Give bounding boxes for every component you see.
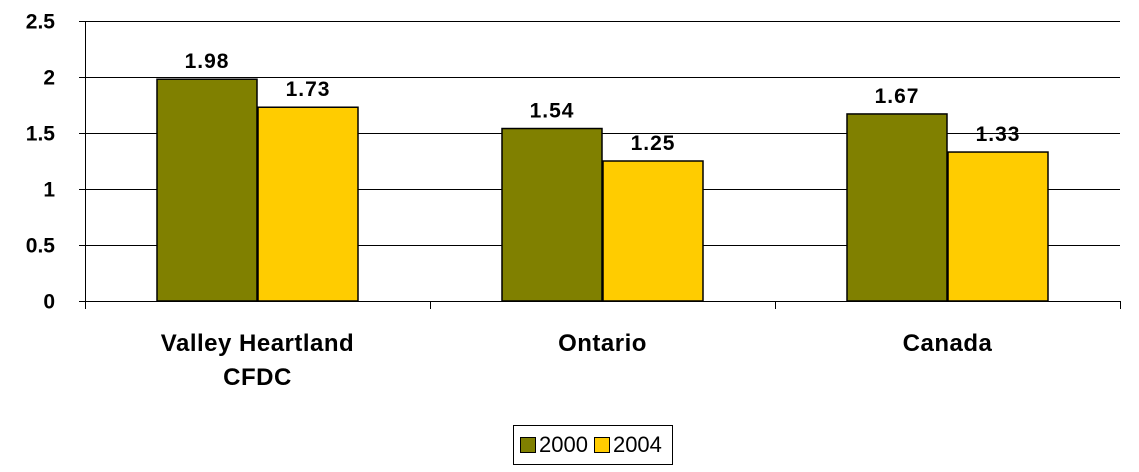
bar-series-1-1	[156, 78, 258, 302]
data-label-series-1-1: 1.98	[185, 50, 230, 73]
y-tick-label: 2.5	[26, 11, 56, 34]
legend-label-series-2: 2004	[612, 432, 662, 457]
y-tick-label: 0.5	[26, 235, 56, 258]
y-tick-label: 0	[43, 291, 55, 314]
legend-swatch-series-2	[593, 437, 610, 453]
category-label-1: Valley Heartland CFDC	[161, 330, 354, 391]
data-labels: 1.98 1.73 1.54 1.25 1.67 1.33	[185, 50, 1021, 155]
data-label-series-1-3: 1.67	[875, 85, 920, 108]
bar-series-1-2	[501, 127, 603, 302]
data-label-series-2-3: 1.33	[976, 123, 1021, 146]
y-tick-label: 1.5	[26, 123, 56, 146]
data-label-series-2-2: 1.25	[631, 132, 676, 155]
y-tick-label: 1	[43, 179, 55, 202]
bar-series-2-2	[602, 160, 704, 302]
bar-series-2-3	[947, 151, 1049, 302]
legend-item-series-2: 2004	[593, 432, 662, 458]
legend-item-series-1: 2000	[520, 432, 588, 458]
data-label-series-1-2: 1.54	[530, 100, 575, 123]
legend-label-series-1: 2000	[539, 432, 588, 457]
bar-series-1-3	[846, 113, 948, 302]
bar-chart: 1.98 1.73 1.54 1.25 1.67 1.33 0 0.5 1 1.5 2 2.5 Va…	[26, 11, 1121, 391]
bars	[156, 78, 1049, 302]
data-label-series-2-1: 1.73	[286, 78, 331, 101]
legend: 2000 2004	[513, 425, 673, 465]
category-label-2: Ontario	[558, 330, 647, 357]
y-axis-tick-labels: 0 0.5 1 1.5 2 2.5	[26, 11, 56, 314]
y-tick-label: 2	[43, 67, 55, 90]
category-label-3: Canada	[903, 330, 993, 357]
bar-series-2-1	[257, 106, 359, 302]
x-axis-category-labels: Valley Heartland CFDC Ontario Canada	[161, 330, 993, 391]
legend-swatch-series-1	[520, 437, 536, 453]
